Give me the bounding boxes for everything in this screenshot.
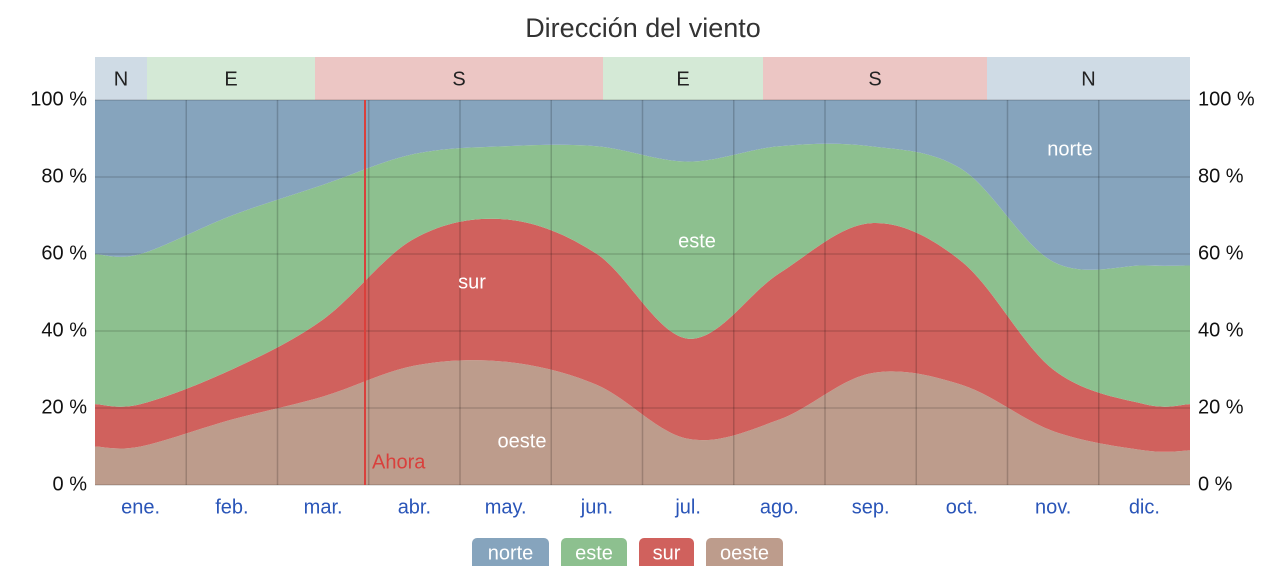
x-tick-label: jun. [580, 496, 613, 518]
legend-swatch [472, 538, 549, 566]
direction-label: E [676, 68, 689, 90]
direction-band [315, 57, 603, 100]
area-label: oeste [498, 430, 547, 452]
direction-band [147, 57, 315, 100]
direction-band [987, 57, 1190, 100]
x-tick-label: abr. [398, 496, 431, 518]
x-tick-label: mar. [304, 496, 343, 518]
legend-swatch [706, 538, 783, 566]
y-tick-label: 80 % [41, 165, 87, 187]
y-tick-label: 20 % [41, 396, 87, 418]
y2-tick-label: 60 % [1198, 242, 1244, 264]
y-tick-label: 100 % [30, 88, 87, 110]
x-tick-label: may. [485, 496, 527, 518]
area-label: este [678, 230, 716, 252]
direction-label: E [224, 68, 237, 90]
x-tick-label: oct. [946, 496, 978, 518]
legend-label: este [575, 542, 613, 564]
legend-label: oeste [720, 542, 769, 564]
y2-tick-label: 80 % [1198, 165, 1244, 187]
legend-label: norte [488, 542, 534, 564]
y-tick-label: 60 % [41, 242, 87, 264]
area-oeste [95, 360, 1190, 485]
x-tick-label: sep. [852, 496, 890, 518]
direction-label: N [114, 68, 128, 90]
x-tick-label: jul. [674, 496, 701, 518]
x-tick-label: dic. [1129, 496, 1160, 518]
legend-label: sur [653, 542, 681, 564]
area-norte [95, 100, 1190, 270]
x-tick-label: nov. [1035, 496, 1071, 518]
y2-tick-label: 40 % [1198, 319, 1244, 341]
y2-tick-label: 100 % [1198, 88, 1255, 110]
y-tick-label: 0 % [53, 473, 88, 495]
y2-tick-label: 20 % [1198, 396, 1244, 418]
x-tick-label: ene. [121, 496, 160, 518]
direction-label: S [452, 68, 465, 90]
direction-band [603, 57, 763, 100]
chart-title: Dirección del viento [525, 13, 761, 43]
area-label: norte [1047, 138, 1093, 160]
x-tick-label: feb. [215, 496, 248, 518]
area-label: sur [458, 271, 486, 293]
direction-band [95, 57, 147, 100]
x-tick-label: ago. [760, 496, 799, 518]
y-tick-label: 40 % [41, 319, 87, 341]
legend-swatch [639, 538, 694, 566]
now-label: Ahora [372, 451, 426, 473]
direction-label: N [1081, 68, 1095, 90]
y2-tick-label: 0 % [1198, 473, 1233, 495]
direction-label: S [868, 68, 881, 90]
direction-band [763, 57, 987, 100]
legend-swatch [561, 538, 627, 566]
area-este [95, 143, 1190, 407]
area-sur [95, 218, 1190, 452]
